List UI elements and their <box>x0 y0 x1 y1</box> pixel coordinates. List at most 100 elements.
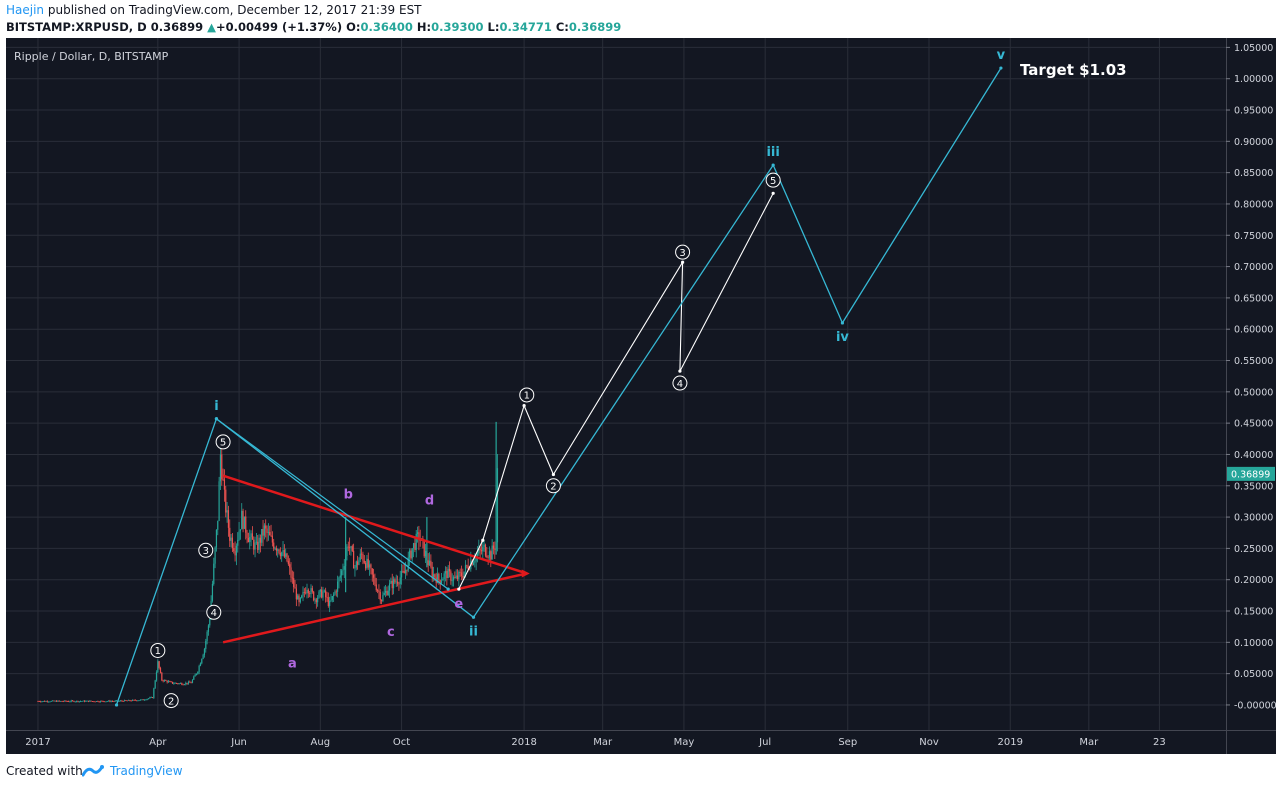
candle-body <box>347 546 349 548</box>
last-price: 0.36899 <box>150 20 204 34</box>
candle-body <box>440 580 443 584</box>
candle-body <box>213 563 215 584</box>
candle-body <box>230 537 232 541</box>
candle-body <box>450 571 452 581</box>
candle-body <box>182 684 184 686</box>
author-link[interactable]: Haejin <box>6 3 45 17</box>
y-tick-label: 0.45000 <box>1234 419 1273 430</box>
candle-body <box>418 532 420 540</box>
candle-body <box>415 533 417 550</box>
target-annotation: Target $1.03 <box>1020 61 1127 79</box>
candle-body <box>314 599 316 601</box>
x-tick-label: Jun <box>230 737 247 748</box>
candle-body <box>153 688 155 698</box>
candle-body <box>355 561 357 568</box>
candle-body <box>77 700 79 702</box>
candle-body <box>287 561 289 565</box>
candle-body <box>189 681 191 683</box>
candle-body <box>463 571 465 578</box>
y-tick-label: 0.35000 <box>1234 481 1273 492</box>
candle-body <box>439 580 441 584</box>
candle-body <box>297 595 299 600</box>
y-tick-label: 0.25000 <box>1234 544 1273 555</box>
candle-body <box>282 550 284 553</box>
candle-body <box>98 701 100 703</box>
tradingview-logo-icon[interactable] <box>82 763 106 779</box>
candle-body <box>250 533 252 537</box>
wave-label-iv: iv <box>836 330 849 345</box>
x-tick-label: 2019 <box>998 737 1023 748</box>
candle-body <box>174 682 176 684</box>
candle-body <box>56 700 58 702</box>
candle-body <box>137 700 139 702</box>
candle-body <box>42 700 44 702</box>
wave-label-ii: ii <box>469 624 478 639</box>
candle-body <box>283 550 285 557</box>
y-tick-label: 0.55000 <box>1234 356 1273 367</box>
candle-body <box>330 599 332 601</box>
candle-body <box>269 532 271 536</box>
candle-body <box>438 573 440 581</box>
cyan-wave-line-vertex <box>999 66 1003 70</box>
candle-body <box>306 589 308 594</box>
circled-wave-label: 1 <box>150 642 166 658</box>
candle-body <box>146 698 148 700</box>
created-with-text: Created with <box>6 764 83 778</box>
candle-body <box>333 594 335 597</box>
candle-body <box>388 583 391 591</box>
triangle-trendline <box>222 474 528 575</box>
candle-body <box>95 701 98 702</box>
candle-body <box>70 700 72 702</box>
x-tick-label: 2018 <box>511 737 536 748</box>
cyan-wave-line-vertex <box>114 703 119 707</box>
candle-body <box>235 545 238 556</box>
candle-body <box>294 587 296 589</box>
candle-body <box>121 700 123 702</box>
candle-body <box>89 700 91 702</box>
candle-body <box>142 699 144 701</box>
candles-group <box>37 442 499 703</box>
candle-body <box>346 546 348 556</box>
candle-body <box>118 700 120 702</box>
low-value: 0.34771 <box>499 20 552 34</box>
candle-body <box>427 560 429 566</box>
y-tick-label: 0.80000 <box>1234 199 1273 210</box>
abcde-label-a: a <box>288 656 297 671</box>
abcde-label-d: d <box>425 494 434 509</box>
candle-body <box>371 568 373 575</box>
high-value: 0.39300 <box>431 20 484 34</box>
candle-body <box>338 577 340 582</box>
y-tick-label: 0.40000 <box>1234 450 1273 461</box>
candle-body <box>365 562 367 569</box>
candle-body <box>65 700 67 702</box>
candle-body <box>431 566 433 578</box>
candle-body <box>274 548 276 550</box>
circle-badge <box>163 693 179 709</box>
circle-badge <box>215 434 231 450</box>
candle-body <box>263 525 265 536</box>
price-chart[interactable]: 1.05000 1.00000 0.95000 0.90000 0.85000 0.800… <box>6 38 1276 754</box>
candle-body <box>386 590 388 596</box>
candle-body <box>474 561 476 563</box>
chart-header: Haejin published on TradingView.com, Dec… <box>0 0 1280 38</box>
tradingview-brand-link[interactable]: TradingView <box>110 764 183 778</box>
candle-body <box>329 600 331 606</box>
candle-body <box>167 681 170 683</box>
candle-body <box>217 520 219 530</box>
candle-body <box>158 661 160 668</box>
candle-body <box>73 700 75 702</box>
chart-area[interactable]: 1.05000 1.00000 0.95000 0.90000 0.85000 0.800… <box>6 38 1276 754</box>
candle-body <box>203 649 206 655</box>
white-subwave-line-vertex <box>680 260 685 264</box>
candle-body <box>75 700 78 702</box>
candle-body <box>219 454 222 482</box>
candle-body <box>93 701 95 703</box>
wave-label-i: i <box>214 399 218 414</box>
candle-body <box>434 574 436 578</box>
candle-body <box>101 700 103 702</box>
candle-body <box>114 700 116 702</box>
candle-body <box>62 701 64 703</box>
candle-body <box>171 681 174 684</box>
candle-body <box>380 600 383 602</box>
candle-body <box>166 680 168 683</box>
